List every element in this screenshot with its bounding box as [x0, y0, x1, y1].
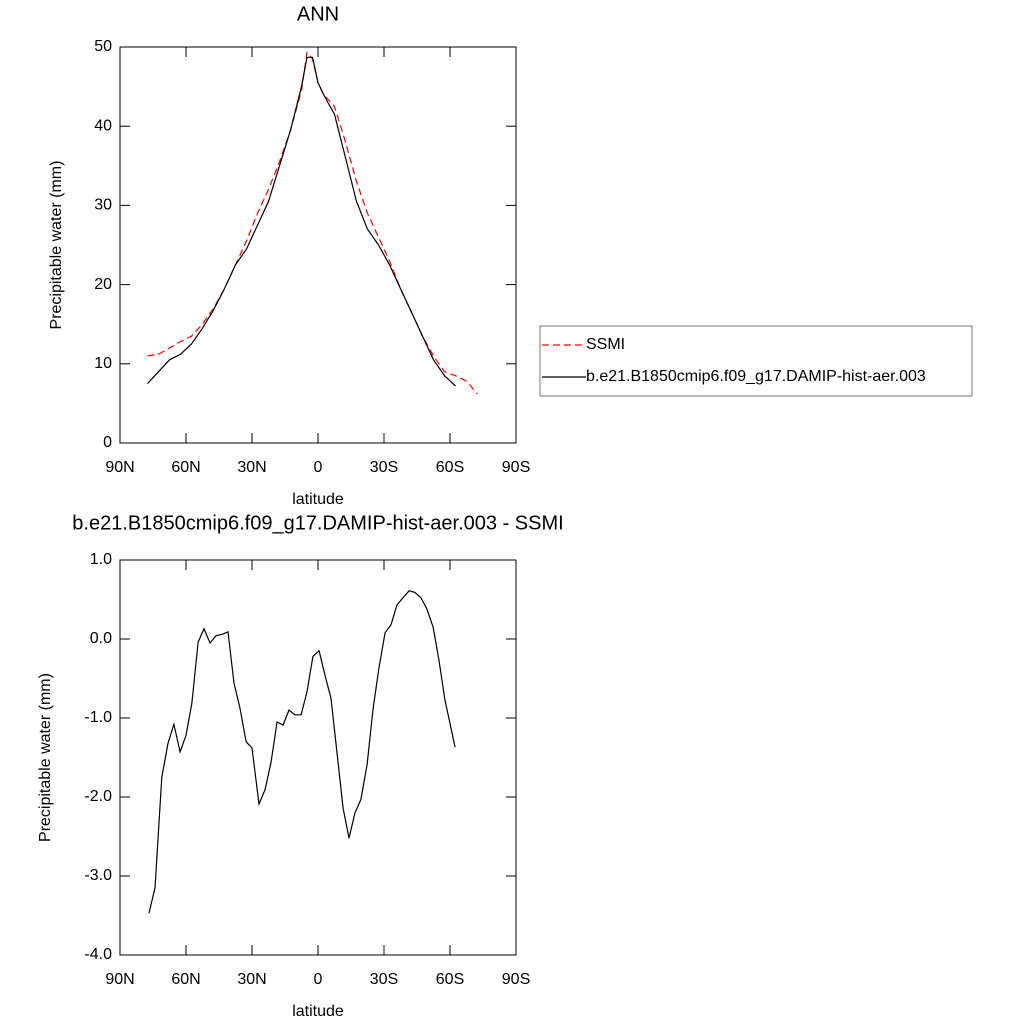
y-tick-label: 10 — [94, 355, 112, 372]
legend-label: b.e21.B1850cmip6.f09_g17.DAMIP-hist-aer.… — [586, 368, 926, 385]
x-tick-label: 60N — [171, 971, 200, 988]
data-line — [147, 51, 478, 395]
x-tick-label: 0 — [314, 971, 323, 988]
y-axis-label: Precipitable water (mm) — [37, 673, 54, 842]
y-tick-label: -4.0 — [84, 946, 112, 963]
x-tick-label: 90S — [502, 459, 530, 476]
data-line — [147, 56, 456, 387]
x-tick-label: 60N — [171, 459, 200, 476]
x-axis-label: latitude — [292, 1003, 344, 1020]
y-tick-label: -2.0 — [84, 788, 112, 805]
chart-title: b.e21.B1850cmip6.f09_g17.DAMIP-hist-aer.… — [72, 512, 563, 534]
y-tick-label: 40 — [94, 117, 112, 134]
x-tick-label: 30N — [237, 459, 266, 476]
x-tick-label: 0 — [314, 459, 323, 476]
plot-frame — [119, 559, 517, 956]
y-tick-label: 50 — [94, 38, 112, 55]
chart-title: ANN — [297, 3, 339, 25]
y-tick-label: 0 — [103, 434, 112, 451]
legend-box — [539, 325, 973, 397]
legend-label: SSMI — [586, 336, 625, 353]
x-tick-label: 90N — [105, 459, 134, 476]
y-tick-label: 30 — [94, 197, 112, 214]
x-tick-label: 30S — [370, 459, 398, 476]
x-axis-label: latitude — [292, 491, 344, 508]
y-tick-label: 1.0 — [90, 551, 112, 568]
y-tick-label: -1.0 — [84, 709, 112, 726]
y-tick-label: 20 — [94, 276, 112, 293]
plot-frame — [119, 46, 517, 444]
x-tick-label: 60S — [436, 971, 464, 988]
y-tick-label: -3.0 — [84, 867, 112, 884]
x-tick-label: 90N — [105, 971, 134, 988]
x-tick-label: 30S — [370, 971, 398, 988]
data-line — [148, 590, 456, 914]
y-axis-label: Precipitable water (mm) — [48, 161, 65, 330]
x-tick-label: 90S — [502, 971, 530, 988]
x-tick-label: 60S — [436, 459, 464, 476]
x-tick-label: 30N — [237, 971, 266, 988]
y-tick-label: 0.0 — [90, 630, 112, 647]
